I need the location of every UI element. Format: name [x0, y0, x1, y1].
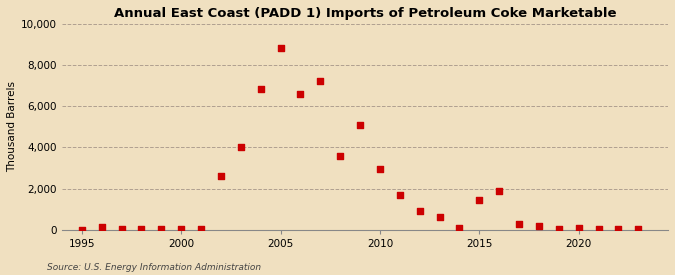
- Point: [97, 225, 107, 229]
- Point: [215, 174, 226, 178]
- Point: [375, 167, 385, 171]
- Point: [633, 227, 644, 231]
- Point: [275, 45, 286, 50]
- Point: [493, 188, 504, 193]
- Point: [255, 87, 266, 91]
- Point: [593, 227, 604, 231]
- Point: [573, 226, 584, 230]
- Point: [533, 224, 544, 228]
- Point: [236, 145, 246, 150]
- Point: [315, 78, 326, 83]
- Point: [554, 227, 564, 231]
- Point: [434, 215, 445, 220]
- Point: [514, 222, 524, 226]
- Y-axis label: Thousand Barrels: Thousand Barrels: [7, 81, 17, 172]
- Point: [76, 228, 87, 232]
- Point: [414, 209, 425, 213]
- Point: [196, 227, 207, 231]
- Point: [613, 227, 624, 231]
- Point: [156, 227, 167, 231]
- Point: [116, 227, 127, 231]
- Text: Source: U.S. Energy Information Administration: Source: U.S. Energy Information Administ…: [47, 263, 261, 272]
- Point: [454, 226, 465, 230]
- Point: [295, 92, 306, 96]
- Point: [176, 227, 186, 231]
- Point: [335, 153, 346, 158]
- Point: [394, 192, 405, 197]
- Point: [474, 198, 485, 202]
- Title: Annual East Coast (PADD 1) Imports of Petroleum Coke Marketable: Annual East Coast (PADD 1) Imports of Pe…: [114, 7, 616, 20]
- Point: [136, 227, 147, 231]
- Point: [354, 123, 365, 127]
